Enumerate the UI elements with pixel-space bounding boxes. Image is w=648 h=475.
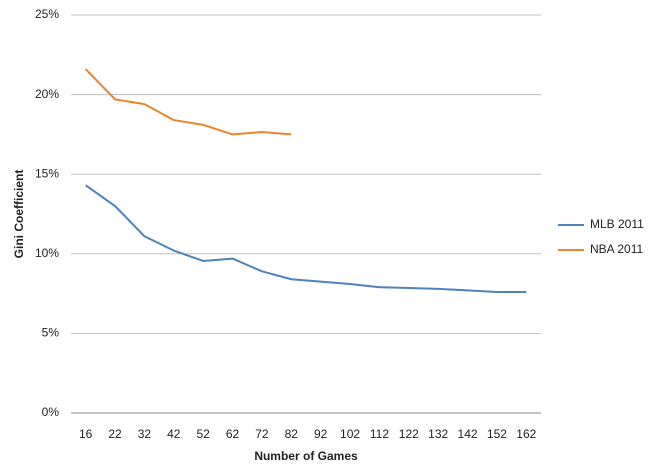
x-tick-label: 122 (399, 427, 419, 441)
y-tick-label: 25% (35, 7, 59, 21)
y-axis-title: Gini Coefficient (12, 170, 26, 259)
x-tick-label: 162 (516, 427, 536, 441)
x-tick-label: 82 (285, 427, 299, 441)
x-tick-label: 42 (167, 427, 181, 441)
x-tick-label: 142 (458, 427, 478, 441)
x-tick-label: 16 (79, 427, 93, 441)
x-tick-label: 62 (226, 427, 240, 441)
legend-label: MLB 2011 (590, 217, 644, 231)
x-tick-label: 152 (487, 427, 507, 441)
legend-label: NBA 2011 (590, 242, 643, 256)
x-tick-label: 132 (428, 427, 448, 441)
x-tick-label: 92 (314, 427, 328, 441)
x-tick-label: 102 (340, 427, 360, 441)
x-tick-label: 22 (108, 427, 122, 441)
y-tick-label: 15% (35, 166, 59, 180)
x-axis-title: Number of Games (254, 449, 358, 463)
x-tick-label: 112 (370, 427, 389, 441)
y-tick-label: 5% (42, 326, 60, 340)
series-line (84, 68, 292, 136)
x-tick-label: 52 (197, 427, 211, 441)
y-tick-label: 10% (35, 246, 59, 260)
series-line (85, 184, 527, 294)
x-tick-label: 32 (138, 427, 152, 441)
y-tick-label: 0% (42, 405, 60, 419)
x-tick-label: 72 (255, 427, 269, 441)
y-tick-label: 20% (35, 87, 59, 101)
